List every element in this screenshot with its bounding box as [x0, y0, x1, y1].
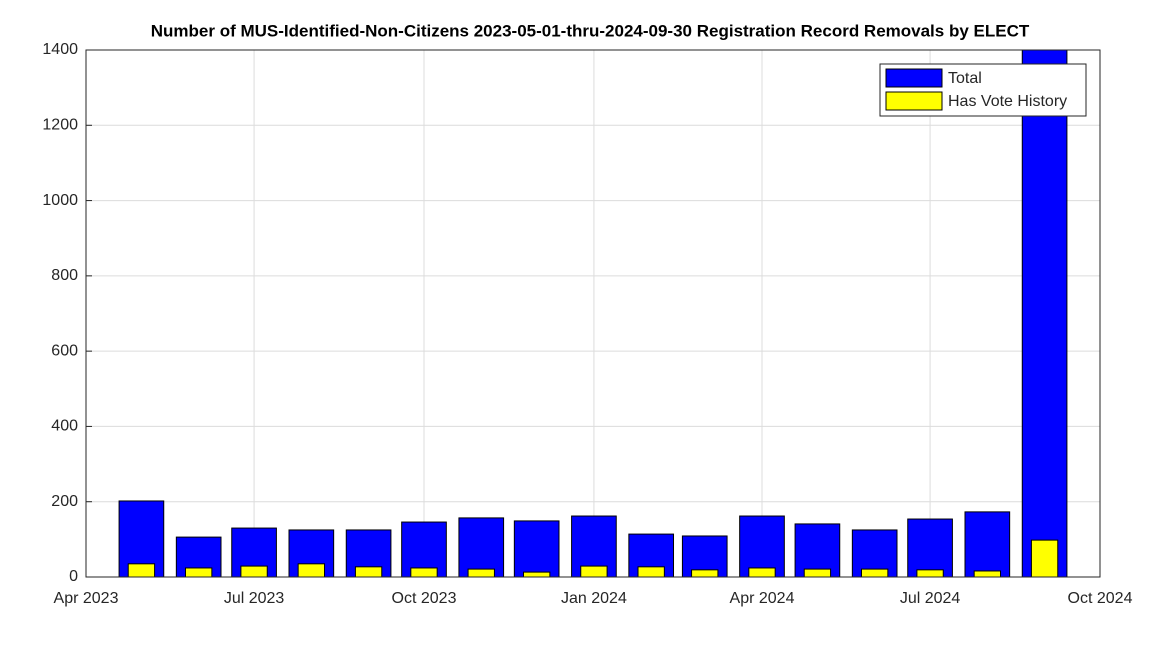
y-tick-label: 800: [51, 267, 78, 284]
y-tick-label: 400: [51, 418, 78, 435]
legend-label: Total: [948, 70, 982, 87]
x-tick-label: Apr 2024: [730, 590, 795, 607]
bar: [522, 571, 551, 578]
x-tick-label: Apr 2023: [54, 590, 119, 607]
bar: [973, 570, 1002, 578]
bar: [458, 517, 505, 578]
x-tick-label: Jul 2024: [900, 590, 961, 607]
bar: [1030, 539, 1059, 578]
legend-swatch: [885, 68, 943, 88]
bar: [1021, 49, 1068, 578]
y-tick-label: 1400: [42, 41, 78, 58]
y-tick-label: 0: [69, 568, 78, 585]
bar: [794, 523, 841, 578]
bar: [184, 567, 213, 578]
axes-box: [85, 49, 1101, 578]
bar: [803, 568, 832, 578]
bar: [354, 566, 383, 578]
bar: [691, 569, 719, 578]
bar: [739, 515, 785, 578]
bar: [860, 568, 889, 578]
bar: [513, 520, 560, 578]
bar: [410, 567, 438, 578]
bar: [916, 569, 944, 578]
x-tick-label: Oct 2023: [392, 590, 457, 607]
bar: [240, 565, 268, 578]
bar: [297, 563, 326, 578]
plot-area: [86, 50, 1100, 577]
legend-swatch: [885, 91, 943, 111]
x-tick-label: Oct 2024: [1068, 590, 1133, 607]
y-tick-label: 200: [51, 493, 78, 510]
y-tick-label: 600: [51, 342, 78, 359]
y-tick-label: 1000: [42, 192, 78, 209]
bar: [907, 518, 953, 578]
bar: [964, 511, 1011, 578]
x-tick-label: Jan 2024: [561, 590, 627, 607]
bar: [127, 563, 156, 578]
bar: [467, 568, 495, 578]
y-tick-label: 1200: [42, 117, 78, 134]
bar: [580, 565, 608, 578]
legend-label: Has Vote History: [948, 93, 1067, 110]
x-tick-label: Jul 2023: [224, 590, 285, 607]
bar: [637, 566, 665, 578]
bar: [748, 567, 776, 578]
chart-title: Number of MUS-Identified-Non-Citizens 20…: [151, 21, 1030, 40]
